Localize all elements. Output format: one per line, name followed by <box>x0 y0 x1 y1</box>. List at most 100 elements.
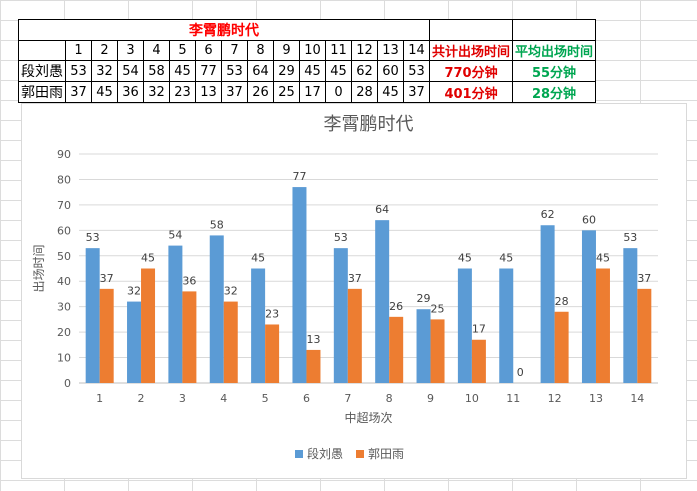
x-tick-label: 8 <box>386 392 393 405</box>
data-label: 32 <box>224 285 238 298</box>
minutes-cell: 45 <box>299 60 326 82</box>
avg-time-cell: 28分钟 <box>512 81 597 103</box>
x-axis-title: 中超场次 <box>344 410 392 425</box>
match-number-cell: 12 <box>351 40 378 61</box>
y-tick-label: 10 <box>57 352 71 365</box>
bar <box>375 220 390 383</box>
minutes-cell: 62 <box>351 60 378 82</box>
avg-time-header: 平均出场时间 <box>512 40 597 61</box>
match-number-cell: 10 <box>299 40 326 61</box>
minutes-cell: 37 <box>65 81 92 103</box>
bar <box>347 288 362 383</box>
legend-label: 郭田雨 <box>368 447 404 461</box>
match-number-cell: 5 <box>169 40 196 61</box>
y-tick-label: 90 <box>57 148 71 161</box>
bar <box>416 309 431 383</box>
x-tick-label: 6 <box>303 392 310 405</box>
table-corner-cell <box>18 40 66 61</box>
data-label: 23 <box>265 307 279 320</box>
minutes-cell: 45 <box>91 81 118 103</box>
minutes-cell: 26 <box>247 81 274 103</box>
y-tick-label: 70 <box>57 199 71 212</box>
avg-time-cell: 55分钟 <box>512 60 597 82</box>
data-label: 53 <box>86 231 100 244</box>
bar <box>333 248 348 383</box>
bar <box>127 301 142 383</box>
total-time-cell: 401分钟 <box>428 81 514 103</box>
data-label: 62 <box>541 208 555 221</box>
x-tick-label: 9 <box>427 392 434 405</box>
x-tick-label: 13 <box>589 392 603 405</box>
y-tick-label: 20 <box>57 326 71 339</box>
x-tick-label: 7 <box>344 392 351 405</box>
minutes-cell: 23 <box>169 81 196 103</box>
bar <box>292 187 307 383</box>
match-number-cell: 4 <box>143 40 170 61</box>
match-number-cell: 11 <box>325 40 352 61</box>
bar <box>306 349 321 383</box>
bar <box>499 268 514 383</box>
minutes-cell: 53 <box>65 60 92 82</box>
data-label: 36 <box>182 274 196 287</box>
minutes-cell: 17 <box>299 81 326 103</box>
table-blank-cell <box>428 19 514 41</box>
total-time-header: 共计出场时间 <box>428 40 514 61</box>
data-label: 64 <box>375 203 389 216</box>
bar <box>457 268 472 383</box>
legend-swatch <box>356 450 364 458</box>
x-tick-label: 2 <box>138 392 145 405</box>
bar-chart: 0102030405060708090李霄鹏时代出场时间533713245254… <box>32 114 658 461</box>
minutes-cell: 37 <box>221 81 248 103</box>
minutes-cell: 64 <box>247 60 274 82</box>
x-tick-label: 12 <box>548 392 562 405</box>
y-axis-title: 出场时间 <box>32 244 46 292</box>
match-number-cell: 6 <box>195 40 222 61</box>
data-label: 45 <box>596 252 610 265</box>
bar <box>251 268 266 383</box>
bar <box>623 248 638 383</box>
bar <box>540 225 555 383</box>
minutes-cell: 54 <box>117 60 144 82</box>
total-time-cell: 770分钟 <box>428 60 514 82</box>
match-number-cell: 7 <box>221 40 248 61</box>
bar <box>389 316 404 383</box>
match-number-cell: 3 <box>117 40 144 61</box>
data-label: 13 <box>306 333 320 346</box>
bar <box>265 324 280 383</box>
minutes-cell: 58 <box>143 60 170 82</box>
x-tick-label: 11 <box>506 392 520 405</box>
minutes-cell: 32 <box>143 81 170 103</box>
chart-title: 李霄鹏时代 <box>324 114 414 135</box>
minutes-cell: 0 <box>325 81 352 103</box>
minutes-cell: 36 <box>117 81 144 103</box>
data-label: 37 <box>348 272 362 285</box>
minutes-cell: 29 <box>273 60 300 82</box>
data-label: 45 <box>458 252 472 265</box>
legend-swatch <box>295 450 303 458</box>
table-title: 李霄鹏时代 <box>18 19 430 41</box>
data-label: 0 <box>517 366 524 379</box>
data-label: 37 <box>100 272 114 285</box>
data-label: 32 <box>127 285 141 298</box>
data-label: 29 <box>417 292 431 305</box>
player-row: 郭田雨 37 45 36 32 23 13 37 26 25 17 0 28 45 37 401分钟 28分钟 <box>18 81 597 103</box>
y-tick-label: 30 <box>57 301 71 314</box>
minutes-cell: 32 <box>91 60 118 82</box>
match-number-cell: 13 <box>377 40 404 61</box>
data-label: 45 <box>141 252 155 265</box>
x-tick-label: 1 <box>96 392 103 405</box>
x-tick-label: 3 <box>179 392 186 405</box>
data-label: 45 <box>251 252 265 265</box>
data-label: 60 <box>582 213 596 226</box>
summary-table: 李霄鹏时代 1 2 3 4 5 6 7 8 9 10 11 12 13 14 共计出场时间 平均出场时间 段刘… <box>18 19 597 103</box>
minutes-cell: 45 <box>169 60 196 82</box>
bar <box>168 245 183 383</box>
bar <box>182 291 197 383</box>
minutes-cell: 60 <box>377 60 404 82</box>
bar <box>141 268 156 383</box>
legend-label: 段刘愚 <box>307 446 343 461</box>
data-label: 25 <box>431 302 445 315</box>
bar <box>430 319 445 383</box>
bar <box>209 235 224 383</box>
match-number-cell: 2 <box>91 40 118 61</box>
